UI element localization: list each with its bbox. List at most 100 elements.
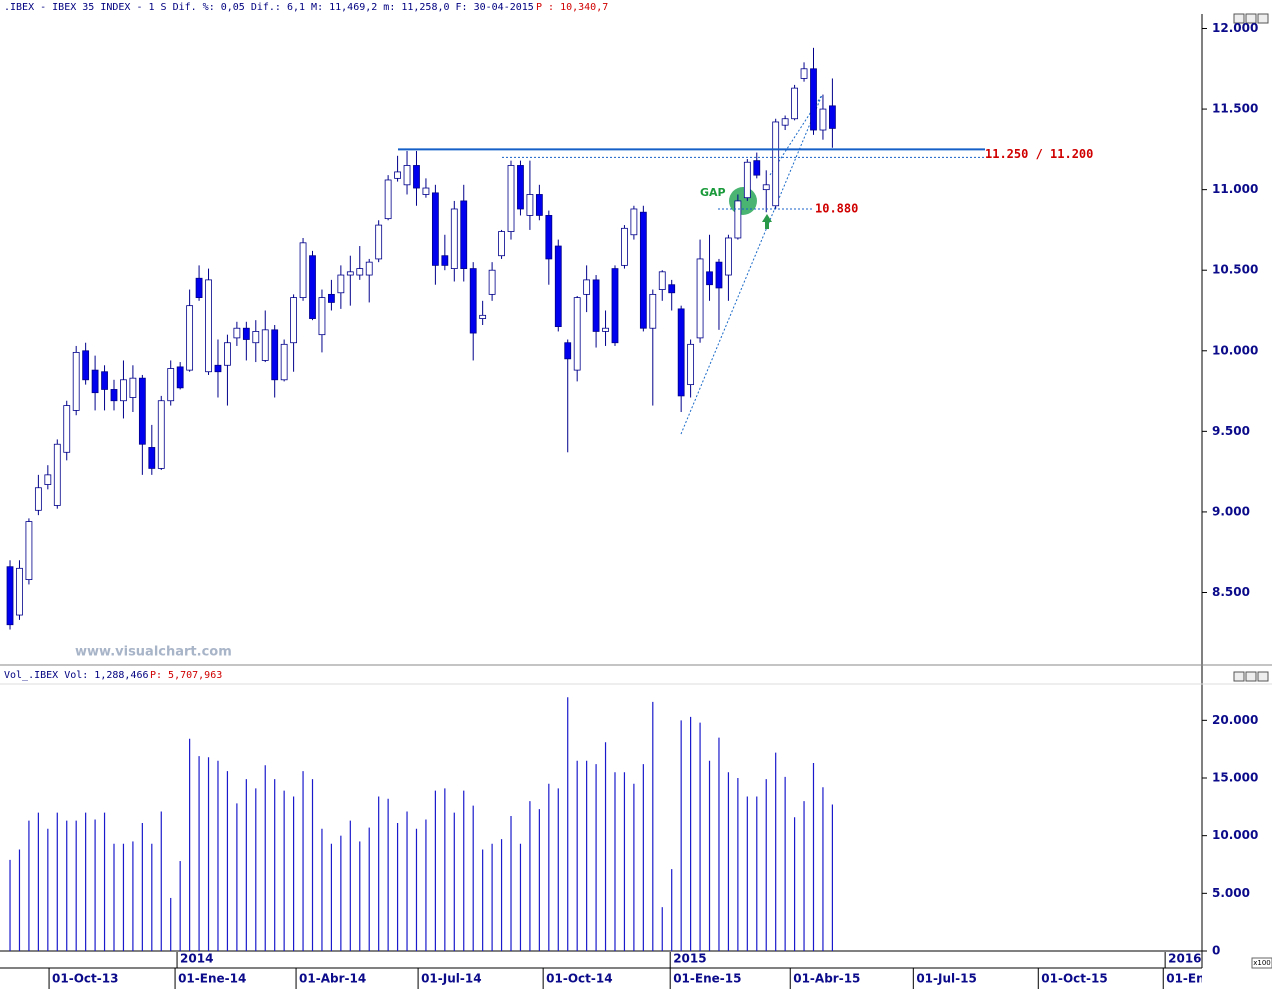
candle-body	[715, 261, 723, 289]
candle-body	[214, 364, 222, 373]
header-text: .IBEX - IBEX 35 INDEX - 1 S Dif. %: 0,05…	[4, 2, 534, 13]
candle-body	[403, 165, 411, 186]
candle-body	[290, 297, 297, 344]
y-tick-label: 9.000	[1212, 504, 1250, 518]
y-tick-label: 10.000	[1212, 828, 1258, 842]
candle-body	[318, 297, 326, 336]
candle-body	[82, 350, 90, 381]
candle-body	[224, 342, 231, 366]
candle-body	[611, 268, 619, 344]
x-tick-label: 01-Abr-14	[299, 972, 366, 986]
candle-body	[205, 279, 212, 373]
minimize-button[interactable]	[1233, 13, 1245, 24]
x-tick-label: 01-Ene-15	[673, 972, 741, 986]
y-tick-label: 11.000	[1212, 182, 1258, 196]
candle-body	[309, 255, 316, 319]
candle-body	[734, 200, 742, 239]
candle-body	[157, 400, 165, 469]
resistance-label: 11.250 / 11.200	[985, 147, 1093, 161]
candle-body	[535, 194, 543, 216]
candle-body	[772, 121, 780, 207]
support-label: 10.880	[815, 201, 858, 215]
candle-body	[800, 68, 808, 79]
candle-body	[450, 208, 458, 269]
candle-body	[6, 566, 14, 626]
candle-body	[479, 314, 487, 319]
candle-body	[53, 443, 61, 506]
candle-body	[233, 327, 241, 339]
candle-body	[507, 165, 515, 232]
x-tick-label: 01-Oct-14	[546, 972, 612, 986]
x-tick-label: 01-Abr-15	[793, 972, 860, 986]
candle-body	[668, 284, 676, 294]
maximize-button[interactable]	[1245, 671, 1257, 682]
candle-body	[696, 258, 704, 339]
candle-body	[658, 271, 666, 290]
candle-body	[25, 521, 33, 580]
panel-buttons[interactable]	[1233, 13, 1269, 682]
candle-body	[299, 242, 307, 299]
close-button[interactable]	[1257, 671, 1269, 682]
y-tick-label: 15.000	[1212, 770, 1258, 784]
candle-body	[413, 165, 420, 189]
candle-body	[762, 184, 770, 191]
candle-body	[602, 327, 609, 332]
candle-body	[271, 329, 279, 381]
x-tick-label: 01-Ene-14	[178, 972, 246, 986]
candle-body	[810, 68, 817, 131]
x-tick-label: 01-Oct-13	[52, 972, 118, 986]
candle-body	[649, 293, 657, 329]
y-tick-label: 11.500	[1212, 102, 1258, 116]
minimize-button[interactable]	[1233, 671, 1245, 682]
scale-box	[1251, 957, 1272, 969]
year-label: 2015	[673, 952, 706, 966]
scale-note: x100	[1253, 959, 1271, 967]
close-button[interactable]	[1257, 13, 1269, 24]
candle-body	[441, 255, 449, 266]
candle-body	[356, 268, 364, 276]
y-tick-label: 10.000	[1212, 343, 1258, 357]
candle-body	[129, 377, 137, 398]
candle-body	[252, 331, 260, 344]
candle-body	[621, 227, 628, 266]
candle-body	[791, 87, 798, 120]
candle-body	[422, 187, 430, 195]
y-tick-label: 20.000	[1212, 713, 1258, 727]
maximize-button[interactable]	[1245, 13, 1257, 24]
candle-body	[526, 194, 534, 216]
candle-body	[829, 105, 836, 129]
candle-body	[195, 277, 203, 299]
y-tick-label: 8.500	[1212, 585, 1250, 599]
y-tick-label: 12.000	[1212, 21, 1258, 35]
candle-body	[469, 268, 477, 334]
candle-body	[431, 192, 439, 266]
candle-body	[743, 161, 751, 199]
candle-body	[687, 343, 695, 386]
x-tick-label: 01-Jul-14	[421, 972, 481, 986]
candle-body	[630, 208, 638, 236]
candle-body	[44, 474, 52, 485]
watermark: www.visualchart.com	[75, 645, 232, 660]
candle-body	[167, 368, 175, 402]
candle-body	[176, 366, 184, 389]
x-tick-label: 01-Jul-15	[916, 972, 976, 986]
year-label: 2014	[180, 952, 213, 966]
x-tick-label: 01-Oct-15	[1041, 972, 1107, 986]
y-tick-label: 0	[1212, 944, 1220, 958]
candle-body	[819, 108, 827, 131]
trend-line	[680, 94, 823, 435]
candle-body	[91, 369, 99, 394]
candle-body	[101, 371, 108, 390]
candle-body	[242, 327, 250, 340]
candle-body	[365, 261, 373, 276]
candle-body	[706, 271, 713, 286]
date-axis: 01-Oct-13 01-Ene-14 01-Abr-14 01-Jul-14 01-O…	[48, 968, 1234, 989]
candle-body	[186, 305, 194, 371]
y-tick-label: 5.000	[1212, 886, 1250, 900]
x-tick-label: 01-Ene-16	[1166, 972, 1234, 986]
candle-body	[120, 379, 127, 402]
candle-body	[498, 231, 505, 257]
year-label: 2016	[1168, 952, 1201, 966]
candle-body	[280, 343, 288, 381]
